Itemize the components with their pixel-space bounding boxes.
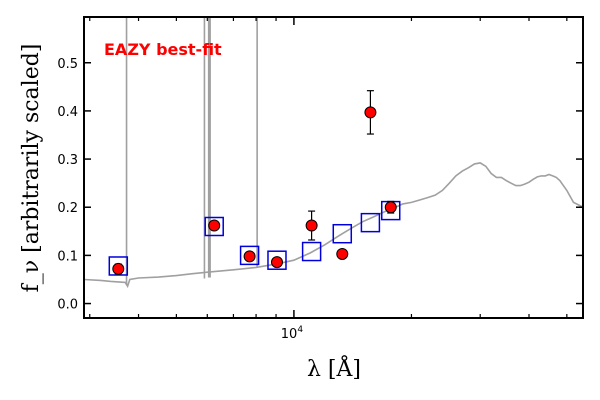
model-flux-marker — [239, 245, 260, 266]
model-flux-marker — [301, 241, 322, 262]
observed-flux-point — [270, 256, 283, 269]
y-tick-label: 0.0 — [57, 298, 78, 313]
y-tick-label: 0.4 — [57, 105, 78, 120]
y-axis-ticks: 0.0 0.1 0.2 0.3 0.4 0.5 — [57, 57, 583, 313]
y-tick-label: 0.5 — [57, 57, 78, 72]
observed-flux-point — [364, 106, 377, 119]
y-tick-label: 0.2 — [57, 201, 78, 216]
model-flux-marker — [332, 223, 353, 244]
model-flux-marker — [108, 256, 129, 276]
x-axis-ticks: 104 — [89, 17, 568, 342]
observed-flux-point — [336, 247, 349, 260]
plot-area — [84, 17, 583, 289]
observed-flux-point — [112, 262, 125, 275]
model-flux-marker — [204, 216, 224, 237]
x-axis-label: λ [Å] — [307, 354, 361, 382]
observed-flux-point — [305, 219, 318, 232]
observed-flux-point — [384, 201, 397, 214]
x-tick-label: 104 — [281, 325, 304, 342]
y-tick-label: 0.3 — [57, 153, 78, 168]
model-flux-marker — [360, 212, 381, 233]
plot-frame — [83, 16, 584, 319]
template-spectrum-line — [84, 162, 583, 289]
observed-flux-point — [243, 250, 256, 263]
y-axis-label: f_ν [arbitrarily scaled] — [19, 44, 44, 293]
y-tick-label: 0.1 — [57, 249, 78, 264]
observed-flux-point — [208, 219, 221, 232]
model-flux-marker — [267, 250, 287, 270]
chart-annotation: EAZY best-fit — [104, 40, 222, 59]
